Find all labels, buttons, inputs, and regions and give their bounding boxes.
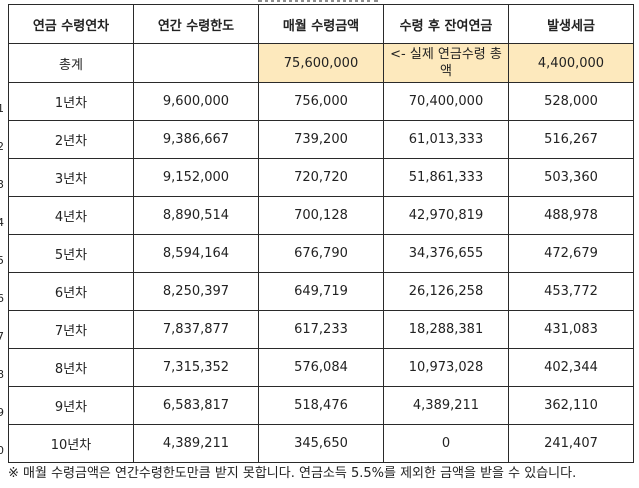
cell-annual-limit[interactable]: 9,600,000 [133,82,259,121]
cell-monthly-amount[interactable]: 676,790 [258,234,384,273]
table-row: 5년차 8,594,164 676,790 34,376,655 472,679 [8,234,634,273]
cell-tax[interactable]: 402,344 [508,348,634,387]
row-number: 4 [0,216,4,229]
cell-tax[interactable]: 241,407 [508,424,634,463]
cell-year[interactable]: 9년차 [8,386,134,425]
header-monthly-amount[interactable]: 매월 수령금액 [258,4,384,44]
cell-monthly-amount[interactable]: 518,476 [258,386,384,425]
cell-remaining-pension[interactable]: 4,389,211 [383,386,509,425]
decorative-dots [258,0,378,6]
cell-year[interactable]: 1년차 [8,82,134,121]
total-tax[interactable]: 4,400,000 [508,43,634,83]
cell-tax[interactable]: 453,772 [508,272,634,311]
cell-year[interactable]: 5년차 [8,234,134,273]
cell-year[interactable]: 10년차 [8,424,134,463]
table-row: 7년차 7,837,877 617,233 18,288,381 431,083 [8,310,634,349]
table-row: 2년차 9,386,667 739,200 61,013,333 516,267 [8,120,634,159]
cell-monthly-amount[interactable]: 700,128 [258,196,384,235]
cell-remaining-pension[interactable]: 0 [383,424,509,463]
cell-year[interactable]: 3년차 [8,158,134,197]
cell-annual-limit[interactable]: 8,250,397 [133,272,259,311]
data-rows: 1년차 9,600,000 756,000 70,400,000 528,000 2년차 9… [8,82,634,463]
cell-tax[interactable]: 472,679 [508,234,634,273]
cell-year[interactable]: 2년차 [8,120,134,159]
cell-monthly-amount[interactable]: 720,720 [258,158,384,197]
row-number: 2 [0,140,4,153]
pension-schedule-table: 연금 수령연차 연간 수령한도 매월 수령금액 수령 후 잔여연금 발생세금 총… [8,4,634,463]
table-row: 4년차 8,890,514 700,128 42,970,819 488,978 [8,196,634,235]
row-number: 8 [0,368,4,381]
cell-monthly-amount[interactable]: 756,000 [258,82,384,121]
row-number: 1 [0,102,4,115]
cell-year[interactable]: 7년차 [8,310,134,349]
header-year[interactable]: 연금 수령연차 [8,4,134,44]
cell-monthly-amount[interactable]: 739,200 [258,120,384,159]
header-row: 연금 수령연차 연간 수령한도 매월 수령금액 수령 후 잔여연금 발생세금 [8,4,634,44]
table-row: 3년차 9,152,000 720,720 51,861,333 503,360 [8,158,634,197]
total-label[interactable]: 총계 [8,43,134,83]
header-remaining-pension[interactable]: 수령 후 잔여연금 [383,4,509,44]
row-number: 9 [0,406,4,419]
cell-monthly-amount[interactable]: 617,233 [258,310,384,349]
cell-remaining-pension[interactable]: 34,376,655 [383,234,509,273]
cell-tax[interactable]: 431,083 [508,310,634,349]
cell-monthly-amount[interactable]: 345,650 [258,424,384,463]
cell-year[interactable]: 8년차 [8,348,134,387]
cell-annual-limit[interactable]: 8,890,514 [133,196,259,235]
cell-remaining-pension[interactable]: 10,973,028 [383,348,509,387]
cell-remaining-pension[interactable]: 26,126,258 [383,272,509,311]
cell-year[interactable]: 6년차 [8,272,134,311]
cell-remaining-pension[interactable]: 51,861,333 [383,158,509,197]
table-row: 10년차 4,389,211 345,650 0 241,407 [8,424,634,463]
total-row: 총계 75,600,000 <- 실제 연금수령 총액 4,400,000 [8,43,634,83]
cell-remaining-pension[interactable]: 61,013,333 [383,120,509,159]
table-row: 8년차 7,315,352 576,084 10,973,028 402,344 [8,348,634,387]
cell-year[interactable]: 4년차 [8,196,134,235]
header-tax[interactable]: 발생세금 [508,4,634,44]
cell-annual-limit[interactable]: 6,583,817 [133,386,259,425]
cell-annual-limit[interactable]: 8,594,164 [133,234,259,273]
cell-monthly-amount[interactable]: 649,719 [258,272,384,311]
row-number: 0 [0,444,4,457]
cell-annual-limit[interactable]: 7,837,877 [133,310,259,349]
row-number: 3 [0,178,4,191]
row-number: 6 [0,292,4,305]
row-number: 5 [0,254,4,267]
cell-remaining-pension[interactable]: 42,970,819 [383,196,509,235]
cell-annual-limit[interactable]: 9,386,667 [133,120,259,159]
row-number-gutter: 1 2 3 4 5 6 7 8 9 0 [0,0,8,470]
table-row: 1년차 9,600,000 756,000 70,400,000 528,000 [8,82,634,121]
cell-monthly-amount[interactable]: 576,084 [258,348,384,387]
row-number: 7 [0,330,4,343]
cell-remaining-pension[interactable]: 18,288,381 [383,310,509,349]
cell-tax[interactable]: 528,000 [508,82,634,121]
cell-tax[interactable]: 362,110 [508,386,634,425]
cell-tax[interactable]: 503,360 [508,158,634,197]
cell-remaining-pension[interactable]: 70,400,000 [383,82,509,121]
cell-tax[interactable]: 488,978 [508,196,634,235]
total-monthly-amount[interactable]: 75,600,000 [258,43,384,83]
cell-annual-limit[interactable]: 4,389,211 [133,424,259,463]
cell-annual-limit[interactable]: 7,315,352 [133,348,259,387]
table-row: 9년차 6,583,817 518,476 4,389,211 362,110 [8,386,634,425]
table-row: 6년차 8,250,397 649,719 26,126,258 453,772 [8,272,634,311]
header-annual-limit[interactable]: 연간 수령한도 [133,4,259,44]
cell-annual-limit[interactable]: 9,152,000 [133,158,259,197]
total-annual-limit[interactable] [133,43,259,83]
total-remaining-note[interactable]: <- 실제 연금수령 총액 [383,43,509,83]
cell-tax[interactable]: 516,267 [508,120,634,159]
footnote: ※ 매월 수령금액은 연간수령한도만큼 받지 못합니다. 연금소득 5.5%를 … [8,466,577,481]
